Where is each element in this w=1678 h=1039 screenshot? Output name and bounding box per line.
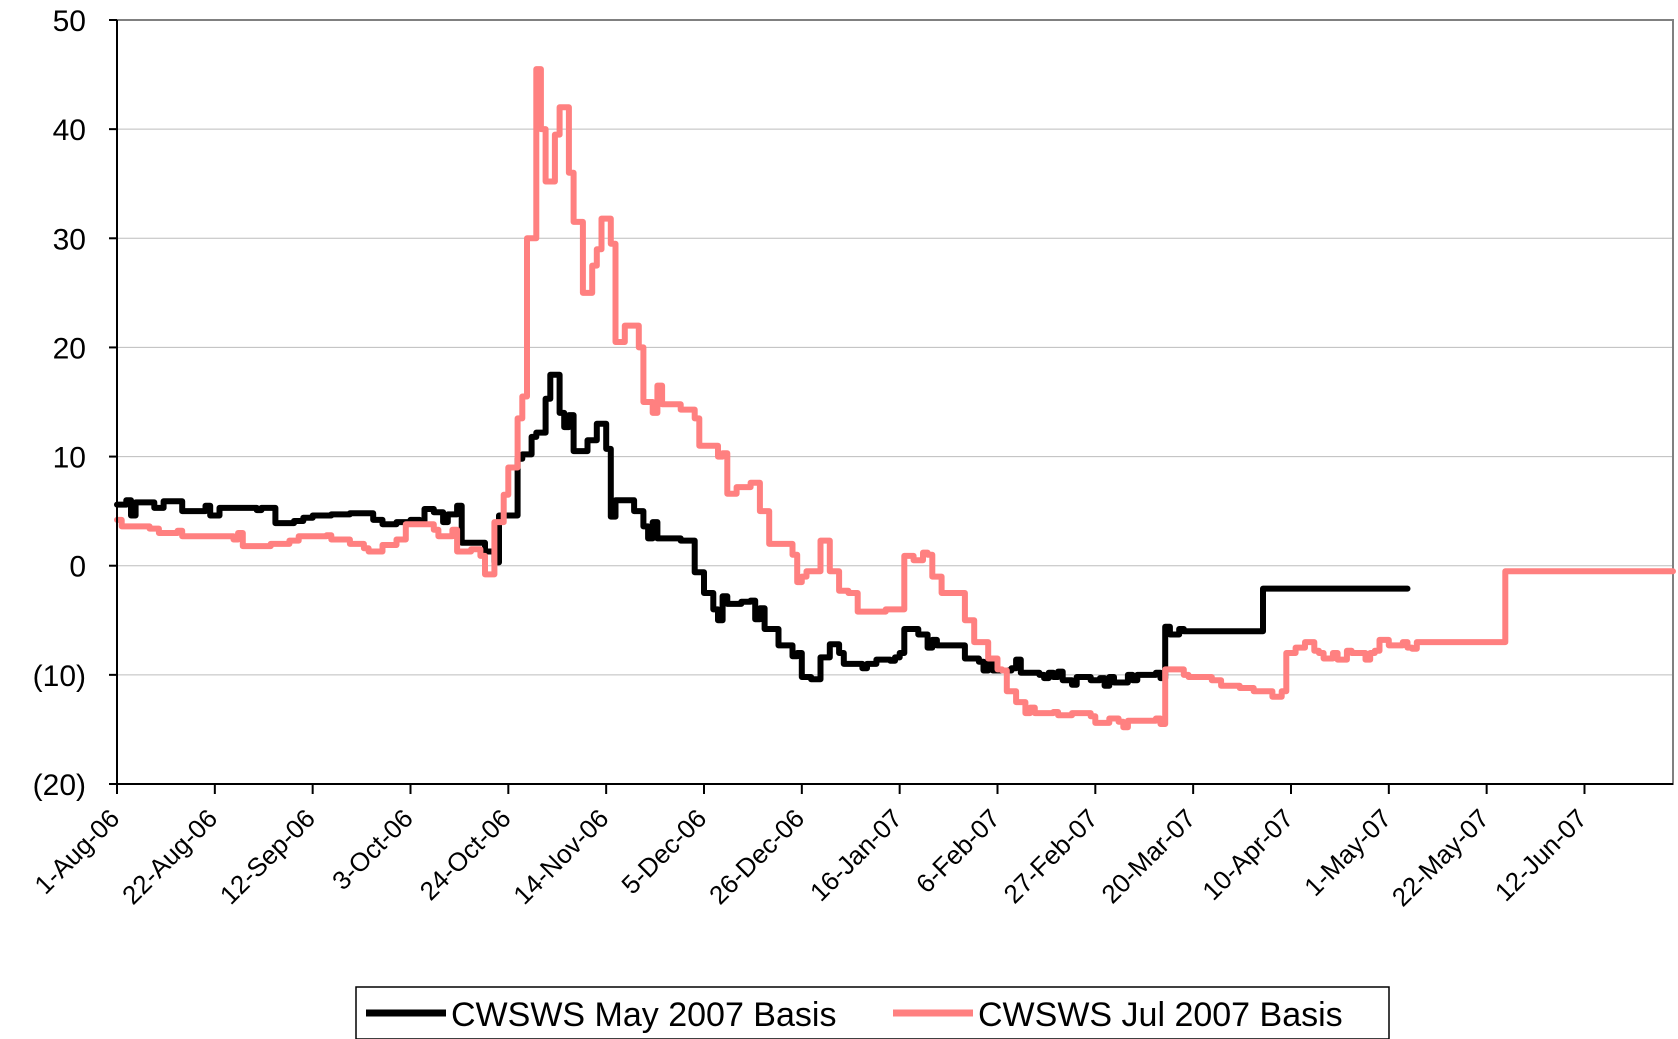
x-tick-label-0: 1-Aug-06 [28, 803, 125, 900]
y-tick-label-2: 30 [53, 223, 86, 256]
x-tick-label-8: 16-Jan-07 [804, 803, 908, 907]
gridlines [117, 19, 1673, 676]
legend: CWSWS May 2007 Basis CWSWS Jul 2007 Basi… [355, 986, 1390, 1039]
y-tick-label-6: (10) [33, 660, 86, 693]
axes [116, 20, 1673, 785]
series-line-0 [114, 371, 1411, 689]
x-tick-label-14: 22-May-07 [1386, 803, 1495, 912]
x-tick-label-4: 24-Oct-06 [414, 803, 517, 906]
x-tick-label-15: 12-Jun-07 [1489, 803, 1593, 907]
series-line-1 [114, 66, 1676, 731]
x-tick-label-6: 5-Dec-06 [615, 803, 712, 900]
y-tick-label-0: 50 [53, 5, 86, 38]
y-tick-label-5: 0 [69, 551, 86, 584]
x-tick-label-13: 1-May-07 [1298, 803, 1397, 902]
y-tick-label-1: 40 [53, 114, 86, 147]
x-tick-label-11: 20-Mar-07 [1095, 803, 1201, 909]
x-tick-label-1: 22-Aug-06 [116, 803, 223, 910]
y-tick-label-7: (20) [33, 769, 86, 802]
y-tick-label-4: 10 [53, 442, 86, 475]
x-tick-label-12: 10-Apr-07 [1196, 803, 1299, 906]
x-tick-label-5: 14-Nov-06 [507, 803, 614, 910]
legend-box [355, 986, 1390, 1039]
y-tick-labels: 50 40 30 20 10 0 (10) (20) [33, 5, 117, 802]
x-tick-label-3: 3-Oct-06 [326, 803, 419, 896]
x-tick-label-7: 26-Dec-06 [703, 803, 810, 910]
x-tick-label-2: 12-Sep-06 [214, 803, 321, 910]
series-lines [114, 66, 1676, 731]
plot-area-border [116, 19, 1674, 785]
x-tick-label-9: 6-Feb-07 [910, 803, 1006, 899]
legend-label-jul-2007: CWSWS Jul 2007 Basis [978, 996, 1343, 1034]
y-tick-label-3: 20 [53, 332, 86, 365]
x-tick-label-10: 27-Feb-07 [998, 803, 1104, 909]
legend-label-may-2007: CWSWS May 2007 Basis [451, 996, 836, 1034]
